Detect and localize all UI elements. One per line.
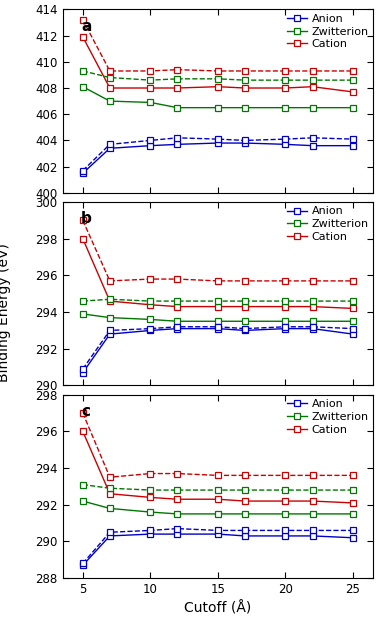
Anion — [310, 325, 315, 332]
Cation — [283, 498, 288, 505]
Cation — [283, 303, 288, 311]
Anion — [148, 327, 153, 334]
Cation — [351, 88, 356, 96]
Zwitterion — [80, 498, 85, 505]
Anion — [243, 532, 247, 539]
Zwitterion — [175, 318, 180, 325]
Zwitterion — [351, 104, 356, 111]
Anion — [216, 325, 220, 332]
Line: Cation: Cation — [80, 429, 356, 506]
Anion — [108, 144, 112, 152]
Zwitterion — [148, 508, 153, 516]
Cation — [80, 33, 85, 41]
Cation — [175, 303, 180, 311]
Cation — [148, 494, 153, 501]
Cation — [243, 303, 247, 311]
Zwitterion — [310, 104, 315, 111]
Zwitterion — [283, 104, 288, 111]
Zwitterion — [80, 310, 85, 318]
Cation — [310, 303, 315, 311]
Cation — [351, 499, 356, 507]
Legend: Anion, Zwitterion, Cation: Anion, Zwitterion, Cation — [286, 12, 370, 51]
Zwitterion — [351, 510, 356, 518]
Anion — [351, 331, 356, 338]
Cation — [148, 301, 153, 309]
Cation — [148, 84, 153, 92]
Cation — [283, 84, 288, 92]
Anion — [310, 532, 315, 539]
Anion — [283, 325, 288, 332]
Zwitterion — [80, 83, 85, 91]
Cation — [175, 84, 180, 92]
Line: Cation: Cation — [80, 236, 356, 311]
Anion — [80, 369, 85, 376]
Anion — [108, 532, 112, 539]
Zwitterion — [175, 510, 180, 518]
Line: Zwitterion: Zwitterion — [80, 311, 356, 324]
Anion — [175, 531, 180, 538]
Anion — [80, 561, 85, 569]
Zwitterion — [243, 104, 247, 111]
Line: Anion: Anion — [80, 141, 356, 176]
Anion — [148, 531, 153, 538]
Cation — [108, 84, 112, 92]
Cation — [243, 498, 247, 505]
Anion — [351, 534, 356, 541]
Anion — [216, 139, 220, 147]
Zwitterion — [216, 510, 220, 518]
Zwitterion — [148, 99, 153, 106]
Line: Zwitterion: Zwitterion — [80, 498, 356, 516]
Zwitterion — [108, 314, 112, 321]
Zwitterion — [310, 318, 315, 325]
Anion — [108, 331, 112, 338]
Legend: Anion, Zwitterion, Cation: Anion, Zwitterion, Cation — [286, 398, 370, 436]
Zwitterion — [148, 316, 153, 323]
Zwitterion — [108, 504, 112, 512]
Cation — [80, 235, 85, 242]
Text: a: a — [81, 19, 92, 34]
Anion — [310, 142, 315, 149]
Cation — [216, 496, 220, 503]
Cation — [351, 304, 356, 312]
Zwitterion — [108, 98, 112, 105]
Zwitterion — [216, 318, 220, 325]
Cation — [216, 303, 220, 311]
Line: Zwitterion: Zwitterion — [80, 84, 356, 110]
Legend: Anion, Zwitterion, Cation: Anion, Zwitterion, Cation — [286, 206, 370, 243]
Cation — [108, 490, 112, 498]
Zwitterion — [243, 318, 247, 325]
Cation — [310, 83, 315, 91]
Zwitterion — [283, 318, 288, 325]
Anion — [175, 325, 180, 332]
Anion — [283, 141, 288, 148]
Anion — [351, 142, 356, 149]
Cation — [243, 84, 247, 92]
Text: Binding Energy (eV): Binding Energy (eV) — [0, 243, 11, 382]
Text: c: c — [81, 404, 90, 419]
Line: Anion: Anion — [80, 326, 356, 375]
Text: b: b — [81, 211, 92, 226]
Anion — [216, 531, 220, 538]
Cation — [108, 298, 112, 305]
Anion — [80, 169, 85, 177]
X-axis label: Cutoff (Å): Cutoff (Å) — [184, 601, 252, 616]
Zwitterion — [243, 510, 247, 518]
Cation — [216, 83, 220, 91]
Anion — [148, 142, 153, 149]
Zwitterion — [216, 104, 220, 111]
Cation — [175, 496, 180, 503]
Zwitterion — [283, 510, 288, 518]
Cation — [80, 428, 85, 435]
Line: Cation: Cation — [80, 34, 356, 94]
Zwitterion — [310, 510, 315, 518]
Zwitterion — [351, 318, 356, 325]
Line: Anion: Anion — [80, 531, 356, 568]
Zwitterion — [175, 104, 180, 111]
Anion — [243, 327, 247, 334]
Cation — [310, 498, 315, 505]
Anion — [283, 532, 288, 539]
Anion — [243, 139, 247, 147]
Anion — [175, 141, 180, 148]
